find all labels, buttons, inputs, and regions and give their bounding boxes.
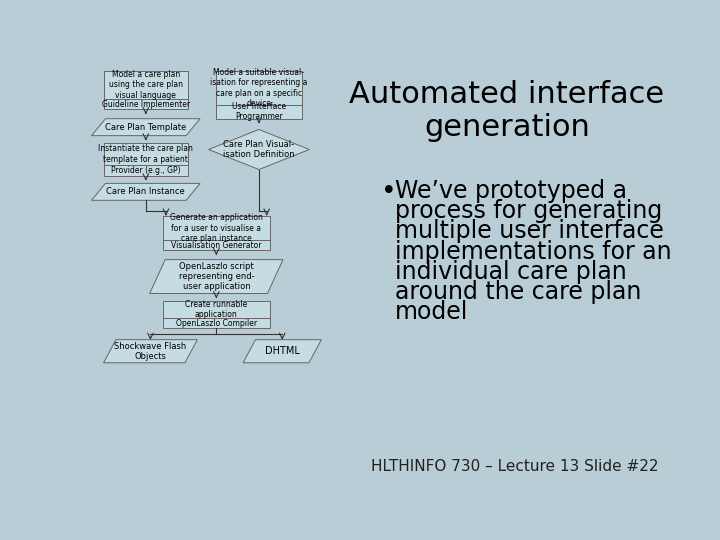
Text: multiple user interface: multiple user interface	[395, 219, 663, 244]
Text: implementations for an: implementations for an	[395, 240, 671, 264]
Text: OpenLaszlo script
representing end-
user application: OpenLaszlo script representing end- user…	[179, 262, 254, 292]
Text: •: •	[381, 179, 396, 205]
FancyBboxPatch shape	[215, 71, 302, 105]
Text: Visualisation Generator: Visualisation Generator	[171, 241, 261, 250]
Text: process for generating: process for generating	[395, 199, 662, 223]
FancyBboxPatch shape	[163, 318, 270, 328]
Text: User Interface
Programmer: User Interface Programmer	[232, 102, 286, 122]
FancyBboxPatch shape	[163, 215, 270, 240]
Polygon shape	[104, 340, 197, 363]
Text: Guideline Implementer: Guideline Implementer	[102, 99, 190, 109]
FancyBboxPatch shape	[163, 240, 270, 251]
Polygon shape	[243, 340, 321, 363]
Text: model: model	[395, 300, 468, 325]
FancyBboxPatch shape	[104, 99, 188, 110]
Polygon shape	[209, 130, 310, 170]
Text: Care Plan Instance: Care Plan Instance	[107, 187, 185, 197]
Text: Model a suitable visual-
isation for representing a
care plan on a specific
devi: Model a suitable visual- isation for rep…	[210, 68, 307, 108]
Text: Care Plan Visual-
isation Definition: Care Plan Visual- isation Definition	[223, 140, 294, 159]
Text: We’ve prototyped a: We’ve prototyped a	[395, 179, 626, 202]
FancyBboxPatch shape	[104, 143, 188, 165]
Polygon shape	[91, 184, 200, 200]
Text: individual care plan: individual care plan	[395, 260, 626, 284]
Polygon shape	[91, 119, 200, 136]
Text: Create runnable
application: Create runnable application	[185, 300, 248, 319]
FancyBboxPatch shape	[104, 165, 188, 176]
FancyBboxPatch shape	[163, 301, 270, 318]
Text: DHTML: DHTML	[265, 346, 300, 356]
Polygon shape	[150, 260, 283, 294]
Text: OpenLaszlo Compiler: OpenLaszlo Compiler	[176, 319, 257, 328]
Text: Shockwave Flash
Objects: Shockwave Flash Objects	[114, 341, 186, 361]
FancyBboxPatch shape	[215, 105, 302, 119]
Text: Provider (e.g., GP): Provider (e.g., GP)	[111, 166, 181, 175]
Text: HLTHINFO 730 – Lecture 13 Slide #22: HLTHINFO 730 – Lecture 13 Slide #22	[371, 459, 659, 474]
Text: Instantiate the care plan
template for a patient: Instantiate the care plan template for a…	[99, 144, 193, 164]
Text: Automated interface
generation: Automated interface generation	[349, 80, 665, 143]
Text: Model a care plan
using the care plan
visual language: Model a care plan using the care plan vi…	[109, 70, 183, 100]
FancyBboxPatch shape	[104, 71, 188, 99]
Text: around the care plan: around the care plan	[395, 280, 641, 304]
Text: Care Plan Template: Care Plan Template	[105, 123, 186, 132]
Text: Generate an application
for a user to visualise a
care plan instance: Generate an application for a user to vi…	[170, 213, 263, 243]
